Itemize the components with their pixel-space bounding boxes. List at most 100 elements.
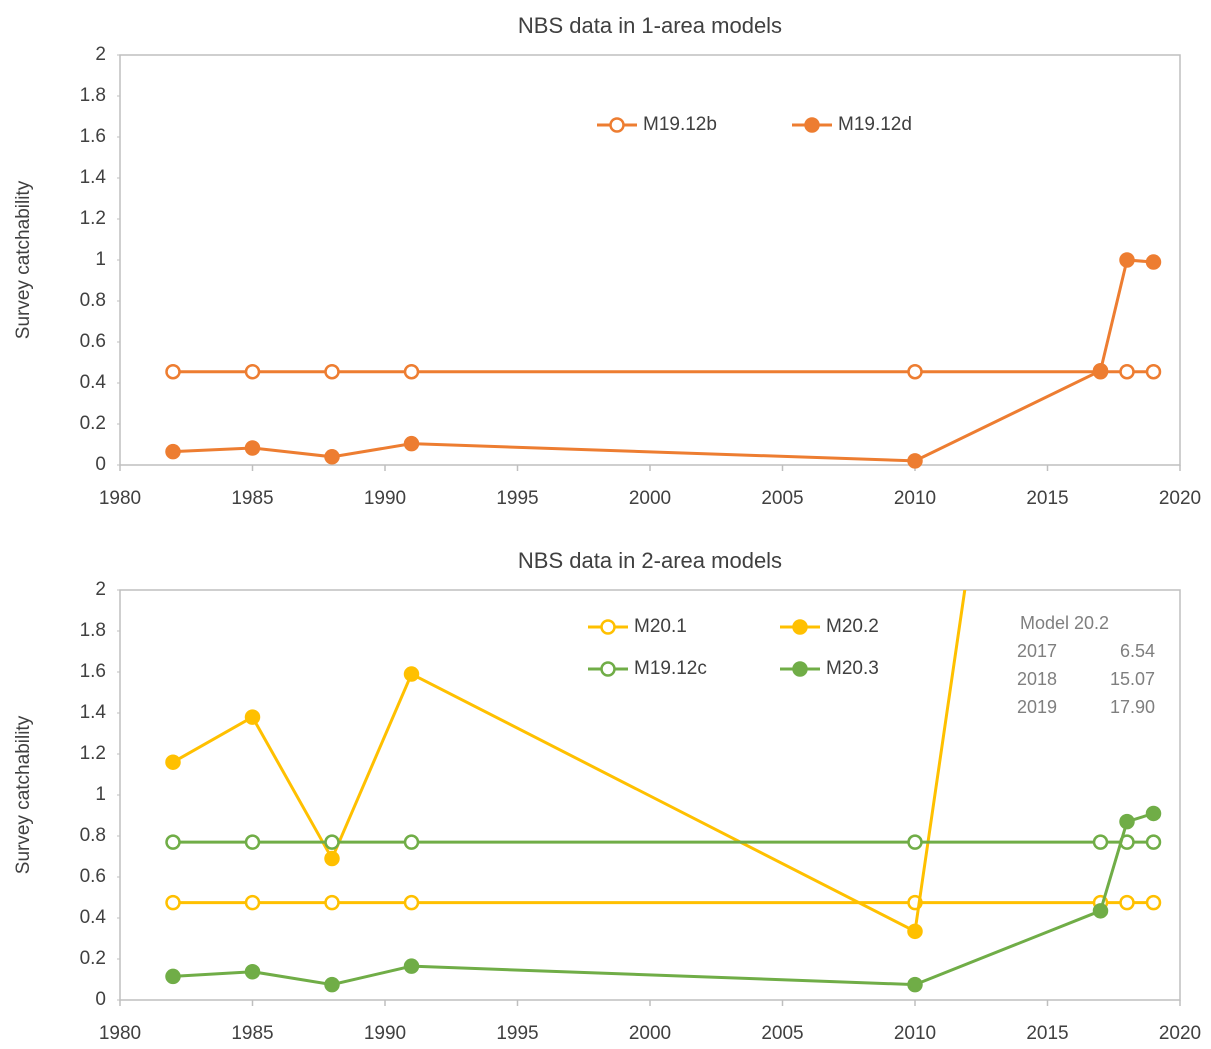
point bbox=[1145, 805, 1162, 822]
legend-label: M20.2 bbox=[826, 616, 879, 637]
point bbox=[244, 709, 261, 725]
point bbox=[324, 976, 340, 993]
legend-marker bbox=[804, 117, 820, 133]
point bbox=[165, 443, 181, 460]
y-tick-label: 0.8 bbox=[80, 825, 106, 846]
point bbox=[165, 834, 181, 850]
annotation-value: 6.54 bbox=[1120, 641, 1155, 661]
y-tick-label: 0.4 bbox=[80, 372, 107, 393]
x-tick-label: 2005 bbox=[761, 1023, 803, 1044]
y-tick-label: 1 bbox=[95, 249, 106, 270]
point bbox=[403, 834, 420, 850]
x-tick-label: 1990 bbox=[364, 1023, 406, 1044]
series-line bbox=[172, 590, 967, 934]
y-tick-label: 0.6 bbox=[80, 331, 106, 352]
y-tick-label: 1 bbox=[95, 784, 106, 805]
point bbox=[324, 850, 340, 867]
point bbox=[324, 894, 340, 911]
point bbox=[403, 363, 420, 380]
legend-label: M20.1 bbox=[634, 616, 687, 637]
annotation-value: 15.07 bbox=[1110, 669, 1155, 689]
plot bbox=[165, 590, 1162, 993]
annotation-title: Model 20.2 bbox=[1020, 613, 1109, 633]
y-tick-label: 1.2 bbox=[80, 743, 106, 764]
y-tick-label: 2 bbox=[95, 44, 106, 65]
point bbox=[244, 440, 261, 456]
legend-marker bbox=[600, 619, 616, 635]
point bbox=[403, 894, 420, 911]
legend-marker bbox=[792, 619, 808, 635]
y-tick-label: 1.4 bbox=[80, 167, 107, 188]
plot bbox=[165, 252, 1162, 469]
y-axis-label: Survey catchability bbox=[13, 180, 34, 339]
point bbox=[403, 958, 420, 974]
x-tick-label: 2015 bbox=[1026, 1023, 1068, 1044]
x-tick-label: 2015 bbox=[1026, 488, 1068, 509]
y-tick-label: 1.8 bbox=[80, 85, 106, 106]
y-tick-label: 0.2 bbox=[80, 948, 106, 969]
x-tick-label: 1995 bbox=[496, 488, 538, 509]
y-tick-label: 0.2 bbox=[80, 413, 106, 434]
point bbox=[1092, 903, 1109, 919]
point bbox=[324, 834, 340, 850]
point bbox=[244, 963, 261, 980]
x-tick-label: 2000 bbox=[629, 488, 671, 509]
y-tick-label: 0 bbox=[95, 454, 106, 475]
point bbox=[1092, 362, 1109, 379]
point bbox=[1119, 363, 1135, 380]
legend-marker bbox=[609, 117, 625, 133]
x-tick-label: 1985 bbox=[231, 1023, 273, 1044]
y-tick-label: 2 bbox=[95, 579, 106, 600]
point bbox=[1119, 252, 1135, 268]
point bbox=[1092, 834, 1109, 850]
y-tick-label: 1.4 bbox=[80, 702, 107, 723]
y-tick-label: 0.8 bbox=[80, 290, 106, 311]
x-tick-label: 2010 bbox=[894, 1023, 936, 1044]
point bbox=[907, 834, 923, 850]
point bbox=[165, 968, 181, 985]
series-line bbox=[172, 258, 1154, 463]
y-tick-label: 0.4 bbox=[80, 907, 107, 928]
y-axis-label: Survey catchability bbox=[13, 715, 34, 874]
point bbox=[244, 363, 261, 380]
point bbox=[165, 754, 181, 770]
point bbox=[403, 435, 420, 452]
annotation-value: 17.90 bbox=[1110, 697, 1155, 717]
x-tick-label: 1985 bbox=[231, 488, 273, 509]
legend-label: M19.12b bbox=[643, 114, 717, 135]
point bbox=[324, 449, 340, 465]
annotation-year: 2017 bbox=[1017, 641, 1057, 661]
chart-title: NBS data in 2-area models bbox=[518, 548, 782, 573]
annotation-year: 2018 bbox=[1017, 669, 1057, 689]
x-tick-label: 2010 bbox=[894, 488, 936, 509]
point bbox=[907, 453, 923, 469]
point bbox=[324, 363, 340, 380]
x-tick-label: 1990 bbox=[364, 488, 406, 509]
point bbox=[907, 363, 923, 380]
y-tick-label: 1.8 bbox=[80, 620, 106, 641]
point bbox=[1119, 894, 1135, 911]
point bbox=[244, 834, 261, 850]
point bbox=[1145, 894, 1162, 911]
chart-title: NBS data in 1-area models bbox=[518, 13, 782, 38]
x-tick-label: 2000 bbox=[629, 1023, 671, 1044]
x-tick-label: 1980 bbox=[99, 1023, 141, 1044]
y-tick-label: 0 bbox=[95, 989, 106, 1010]
point bbox=[244, 894, 261, 911]
legend-marker bbox=[600, 661, 616, 677]
legend-label: M19.12c bbox=[634, 658, 707, 679]
point bbox=[403, 666, 420, 682]
y-tick-label: 1.6 bbox=[80, 126, 106, 147]
x-tick-label: 1995 bbox=[496, 1023, 538, 1044]
x-tick-label: 2005 bbox=[761, 488, 803, 509]
point bbox=[907, 923, 923, 940]
annotation-year: 2019 bbox=[1017, 697, 1057, 717]
x-tick-label: 2020 bbox=[1159, 488, 1201, 509]
point bbox=[165, 363, 181, 380]
x-tick-label: 1980 bbox=[99, 488, 141, 509]
point bbox=[1145, 363, 1162, 380]
x-tick-label: 2020 bbox=[1159, 1023, 1201, 1044]
point bbox=[165, 894, 181, 911]
